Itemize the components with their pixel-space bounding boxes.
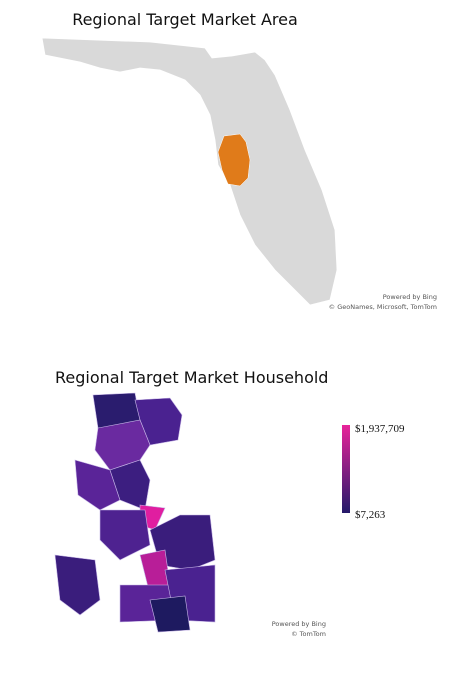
legend-label: $1,937,709: [355, 423, 405, 435]
legend-bar: [342, 425, 350, 513]
target-region: [217, 133, 251, 187]
map-credit: Powered by Bing: [383, 293, 437, 301]
household-map: [54, 392, 216, 633]
state-shape: [41, 37, 338, 306]
legend-label: $7,263: [355, 509, 386, 521]
map-credit: © TomTom: [291, 630, 326, 638]
region: [94, 419, 151, 471]
map-title: Regional Target Market Area: [72, 10, 298, 29]
region: [109, 459, 151, 511]
region: [74, 459, 121, 511]
region: [149, 595, 191, 633]
map-credit: © GeoNames, Microsoft, TomTom: [329, 303, 437, 311]
map-title: Regional Target Market Household: [55, 368, 328, 387]
map-credit: Powered by Bing: [272, 620, 326, 628]
region: [99, 509, 151, 561]
region: [54, 554, 101, 616]
